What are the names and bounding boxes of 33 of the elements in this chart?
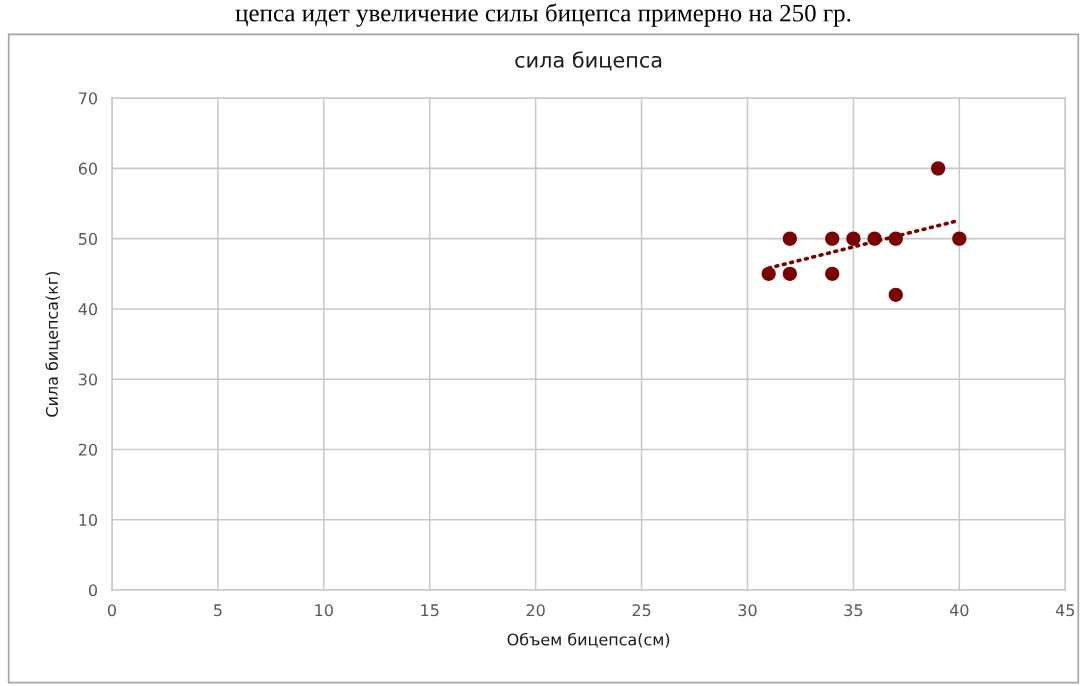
point	[846, 231, 861, 246]
chart-title: сила бицепса	[515, 51, 662, 71]
point	[761, 266, 776, 281]
x-tick-label: 5	[214, 604, 222, 617]
x-tick-label: 10	[315, 604, 333, 617]
y-axis-title: Сила бицепса(кг)	[45, 271, 60, 417]
y-tick-label: 30	[78, 373, 98, 386]
y-tick-label: 70	[79, 92, 98, 105]
x-tick-label: 35	[844, 604, 863, 617]
point	[888, 287, 903, 302]
point	[867, 231, 882, 246]
x-tick-label: 40	[949, 604, 969, 617]
point	[782, 231, 797, 246]
y-tick-label: 40	[78, 303, 98, 316]
x-tick-label: 15	[421, 604, 439, 617]
y-tick-label: 0	[88, 584, 98, 597]
x-axis-title: Объем бицепса(см)	[507, 632, 670, 648]
text: цепса идет увеличение силы бицепса примерно на 250 гр.	[235, 3, 851, 27]
point	[888, 231, 903, 246]
point	[825, 231, 840, 246]
x-tick-label: 30	[738, 604, 757, 617]
x-tick-label: 0	[107, 604, 116, 617]
point	[782, 266, 797, 281]
x-tick-label: 45	[1055, 604, 1075, 617]
point	[931, 161, 946, 176]
x-tick-label: 25	[632, 604, 651, 617]
y-tick-label: 20	[78, 443, 98, 456]
y-tick-label: 10	[79, 513, 98, 526]
y-tick-label: 60	[78, 162, 98, 175]
x-tick-label: 20	[526, 604, 545, 617]
point	[825, 266, 840, 281]
point	[952, 231, 967, 246]
y-tick-label: 50	[78, 232, 98, 245]
